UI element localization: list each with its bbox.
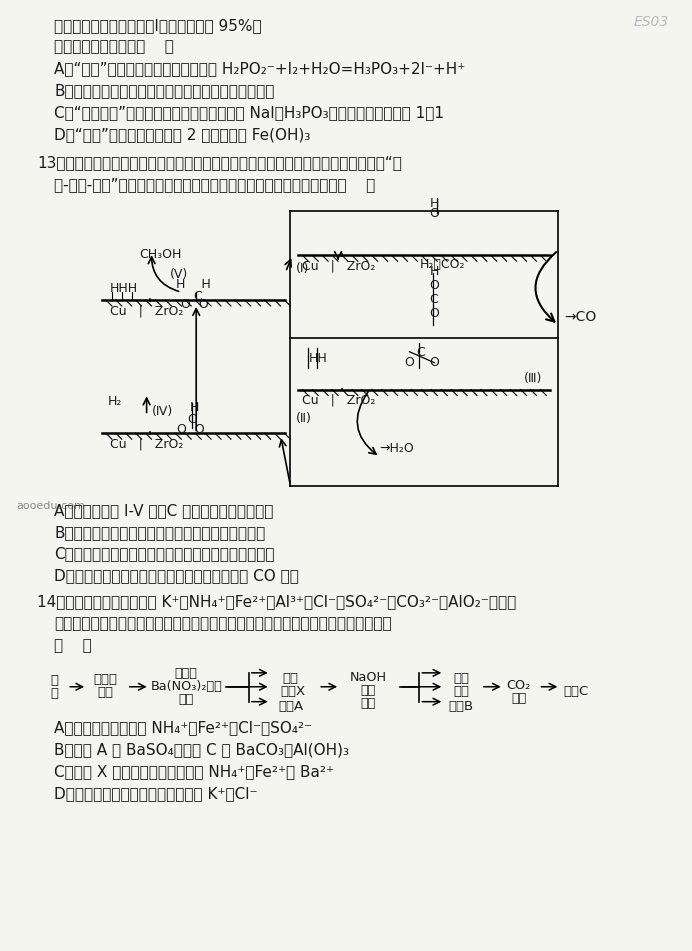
Text: 试: 试: [51, 674, 58, 687]
Text: 干种离子，且所含离子浓度均相等（忽略单一水解），实验如图，下列说法正确的是: 干种离子，且所含离子浓度均相等（忽略单一水解），实验如图，下列说法正确的是: [55, 616, 392, 631]
Text: Ba(NO₃)₂溶液: Ba(NO₃)₂溶液: [150, 680, 222, 692]
Text: O: O: [405, 356, 415, 369]
Text: 过量: 过量: [97, 686, 113, 699]
Text: O: O: [429, 356, 439, 369]
Text: H: H: [430, 197, 439, 209]
Text: A．“氧化”过程中反应的离子方程式为 H₂PO₂⁻+I₂+H₂O=H₃PO₃+2I⁻+H⁺: A．“氧化”过程中反应的离子方程式为 H₂PO₂⁻+I₂+H₂O=H₃PO₃+2…: [55, 62, 466, 76]
Text: NaOH: NaOH: [349, 670, 386, 684]
Text: C: C: [193, 290, 202, 303]
Text: O  O: O O: [181, 298, 209, 311]
Text: D．“吸附”过程中得到的滤液 2 主要成分为 Fe(OH)₃: D．“吸附”过程中得到的滤液 2 主要成分为 Fe(OH)₃: [55, 127, 311, 142]
Text: Cu   |   ZrO₂: Cu | ZrO₂: [302, 260, 376, 272]
Text: (V): (V): [170, 268, 188, 281]
Text: D．氢气和二氧化碳在催化反应过程中有副产物 CO 生成: D．氢气和二氧化碳在催化反应过程中有副产物 CO 生成: [55, 569, 299, 584]
Text: 滤液: 滤液: [453, 685, 469, 698]
Text: C: C: [417, 346, 425, 359]
Text: (Ⅳ): (Ⅳ): [152, 405, 173, 418]
Text: H: H: [429, 265, 439, 279]
Text: 14．某试液中可能大量含有 K⁺、NH₄⁺、Fe²⁺、Al³⁺、Cl⁻、SO₄²⁻、CO₃²⁻、AlO₂⁻中的若: 14．某试液中可能大量含有 K⁺、NH₄⁺、Fe²⁺、Al³⁺、Cl⁻、SO₄²…: [37, 594, 517, 610]
Text: 13．氢气和二氧化碳在催化剂作用下合成甲醇的反应为放热反应，催化过程可解释为“吸: 13．氢气和二氧化碳在催化剂作用下合成甲醇的反应为放热反应，催化过程可解释为“吸: [37, 155, 402, 170]
Text: 少量: 少量: [511, 691, 526, 705]
Text: 附-活化-解离”的过程，催化反应机理如图所示。下列说法不正确的是（    ）: 附-活化-解离”的过程，催化反应机理如图所示。下列说法不正确的是（ ）: [55, 177, 376, 192]
Text: 滤液X: 滤液X: [281, 685, 306, 698]
Text: →CO: →CO: [564, 310, 597, 324]
Text: Cu   |   ZrO₂: Cu | ZrO₂: [302, 394, 376, 406]
Text: H    H: H H: [176, 278, 211, 291]
Text: O: O: [429, 307, 439, 320]
Text: 溶液: 溶液: [361, 684, 376, 697]
Text: C: C: [429, 293, 438, 306]
Text: C．滤液 X 中大量存在的阳离子有 NH₄⁺、Fe²⁺和 Ba²⁺: C．滤液 X 中大量存在的阳离子有 NH₄⁺、Fe²⁺和 Ba²⁺: [55, 765, 334, 779]
Text: 气体: 气体: [453, 671, 469, 685]
Text: （    ）: （ ）: [55, 638, 92, 653]
Text: →H₂O: →H₂O: [380, 442, 415, 456]
Text: (Ⅱ): (Ⅱ): [295, 413, 311, 425]
Text: 过量: 过量: [361, 697, 376, 709]
Text: H₂: H₂: [108, 396, 122, 409]
Text: 沉淤A: 沉淤A: [278, 700, 303, 712]
Text: 过量: 过量: [179, 692, 194, 706]
Text: HHH: HHH: [110, 282, 138, 295]
Text: B．沉淤 A 为 BaSO₄，沉淤 C 为 BaCO₃、Al(OH)₃: B．沉淤 A 为 BaSO₄，沉淤 C 为 BaCO₃、Al(OH)₃: [55, 743, 349, 757]
Text: B．分离滤渣所用玻璃仪器为玻璃棒、分液漏斗、烧材: B．分离滤渣所用玻璃仪器为玻璃棒、分液漏斗、烧材: [55, 84, 275, 98]
Text: 下列说法不正确的是（    ）: 下列说法不正确的是（ ）: [55, 40, 174, 54]
Text: 已知：减压蕊馏过程中，I的回收率超过 95%。: 已知：减压蕊馏过程中，I的回收率超过 95%。: [55, 18, 262, 32]
Text: C．增大催化剂的表面积，不可以提高甲醇的平衡产率: C．增大催化剂的表面积，不可以提高甲醇的平衡产率: [55, 547, 275, 562]
Text: 沉淤B: 沉淤B: [448, 700, 473, 712]
Text: CH₃OH: CH₃OH: [140, 248, 182, 262]
Text: B．单位时间内生成的水越多，甲醇的产率一定越大: B．单位时间内生成的水越多，甲醇的产率一定越大: [55, 525, 266, 540]
Text: Cu   |   ZrO₂: Cu | ZrO₂: [110, 304, 183, 317]
Text: A．反应过程中 I-V 步，C 元素化合价发生了变化: A．反应过程中 I-V 步，C 元素化合价发生了变化: [55, 503, 274, 518]
Text: Cu   |   ZrO₂: Cu | ZrO₂: [110, 437, 183, 450]
Text: A．原溶液中大量存在 NH₄⁺、Fe²⁺、Cl⁻、SO₄²⁻: A．原溶液中大量存在 NH₄⁺、Fe²⁺、Cl⁻、SO₄²⁻: [55, 721, 313, 735]
Text: ES03: ES03: [633, 14, 668, 29]
Text: 液: 液: [51, 687, 58, 700]
Text: 沉淤C: 沉淤C: [563, 685, 589, 698]
Text: O  O: O O: [177, 423, 205, 437]
Text: HH: HH: [309, 352, 327, 365]
Text: aooedu.com: aooedu.com: [17, 501, 85, 511]
Text: CO₂: CO₂: [507, 679, 531, 691]
Text: (Ⅰ): (Ⅰ): [295, 262, 309, 275]
Text: D．无法确定原试液中是否大量含有 K⁺、Cl⁻: D．无法确定原试液中是否大量含有 K⁺、Cl⁻: [55, 786, 258, 801]
Text: 无明显: 无明显: [175, 667, 198, 680]
Text: H₂、CO₂: H₂、CO₂: [419, 259, 465, 271]
Text: C: C: [188, 414, 196, 426]
Text: H: H: [190, 401, 199, 415]
Text: C．“减压蕊馏”过程后剩余固体的主要成分为 NaI、H₃PO₃，且物质的量比接近 1：1: C．“减压蕊馏”过程后剩余固体的主要成分为 NaI、H₃PO₃，且物质的量比接近…: [55, 106, 444, 120]
Text: (Ⅲ): (Ⅲ): [524, 372, 542, 384]
Text: O: O: [429, 280, 439, 292]
Text: O: O: [429, 206, 439, 220]
Text: 稀硫酸: 稀硫酸: [93, 673, 117, 686]
Text: 气体: 气体: [282, 671, 298, 685]
